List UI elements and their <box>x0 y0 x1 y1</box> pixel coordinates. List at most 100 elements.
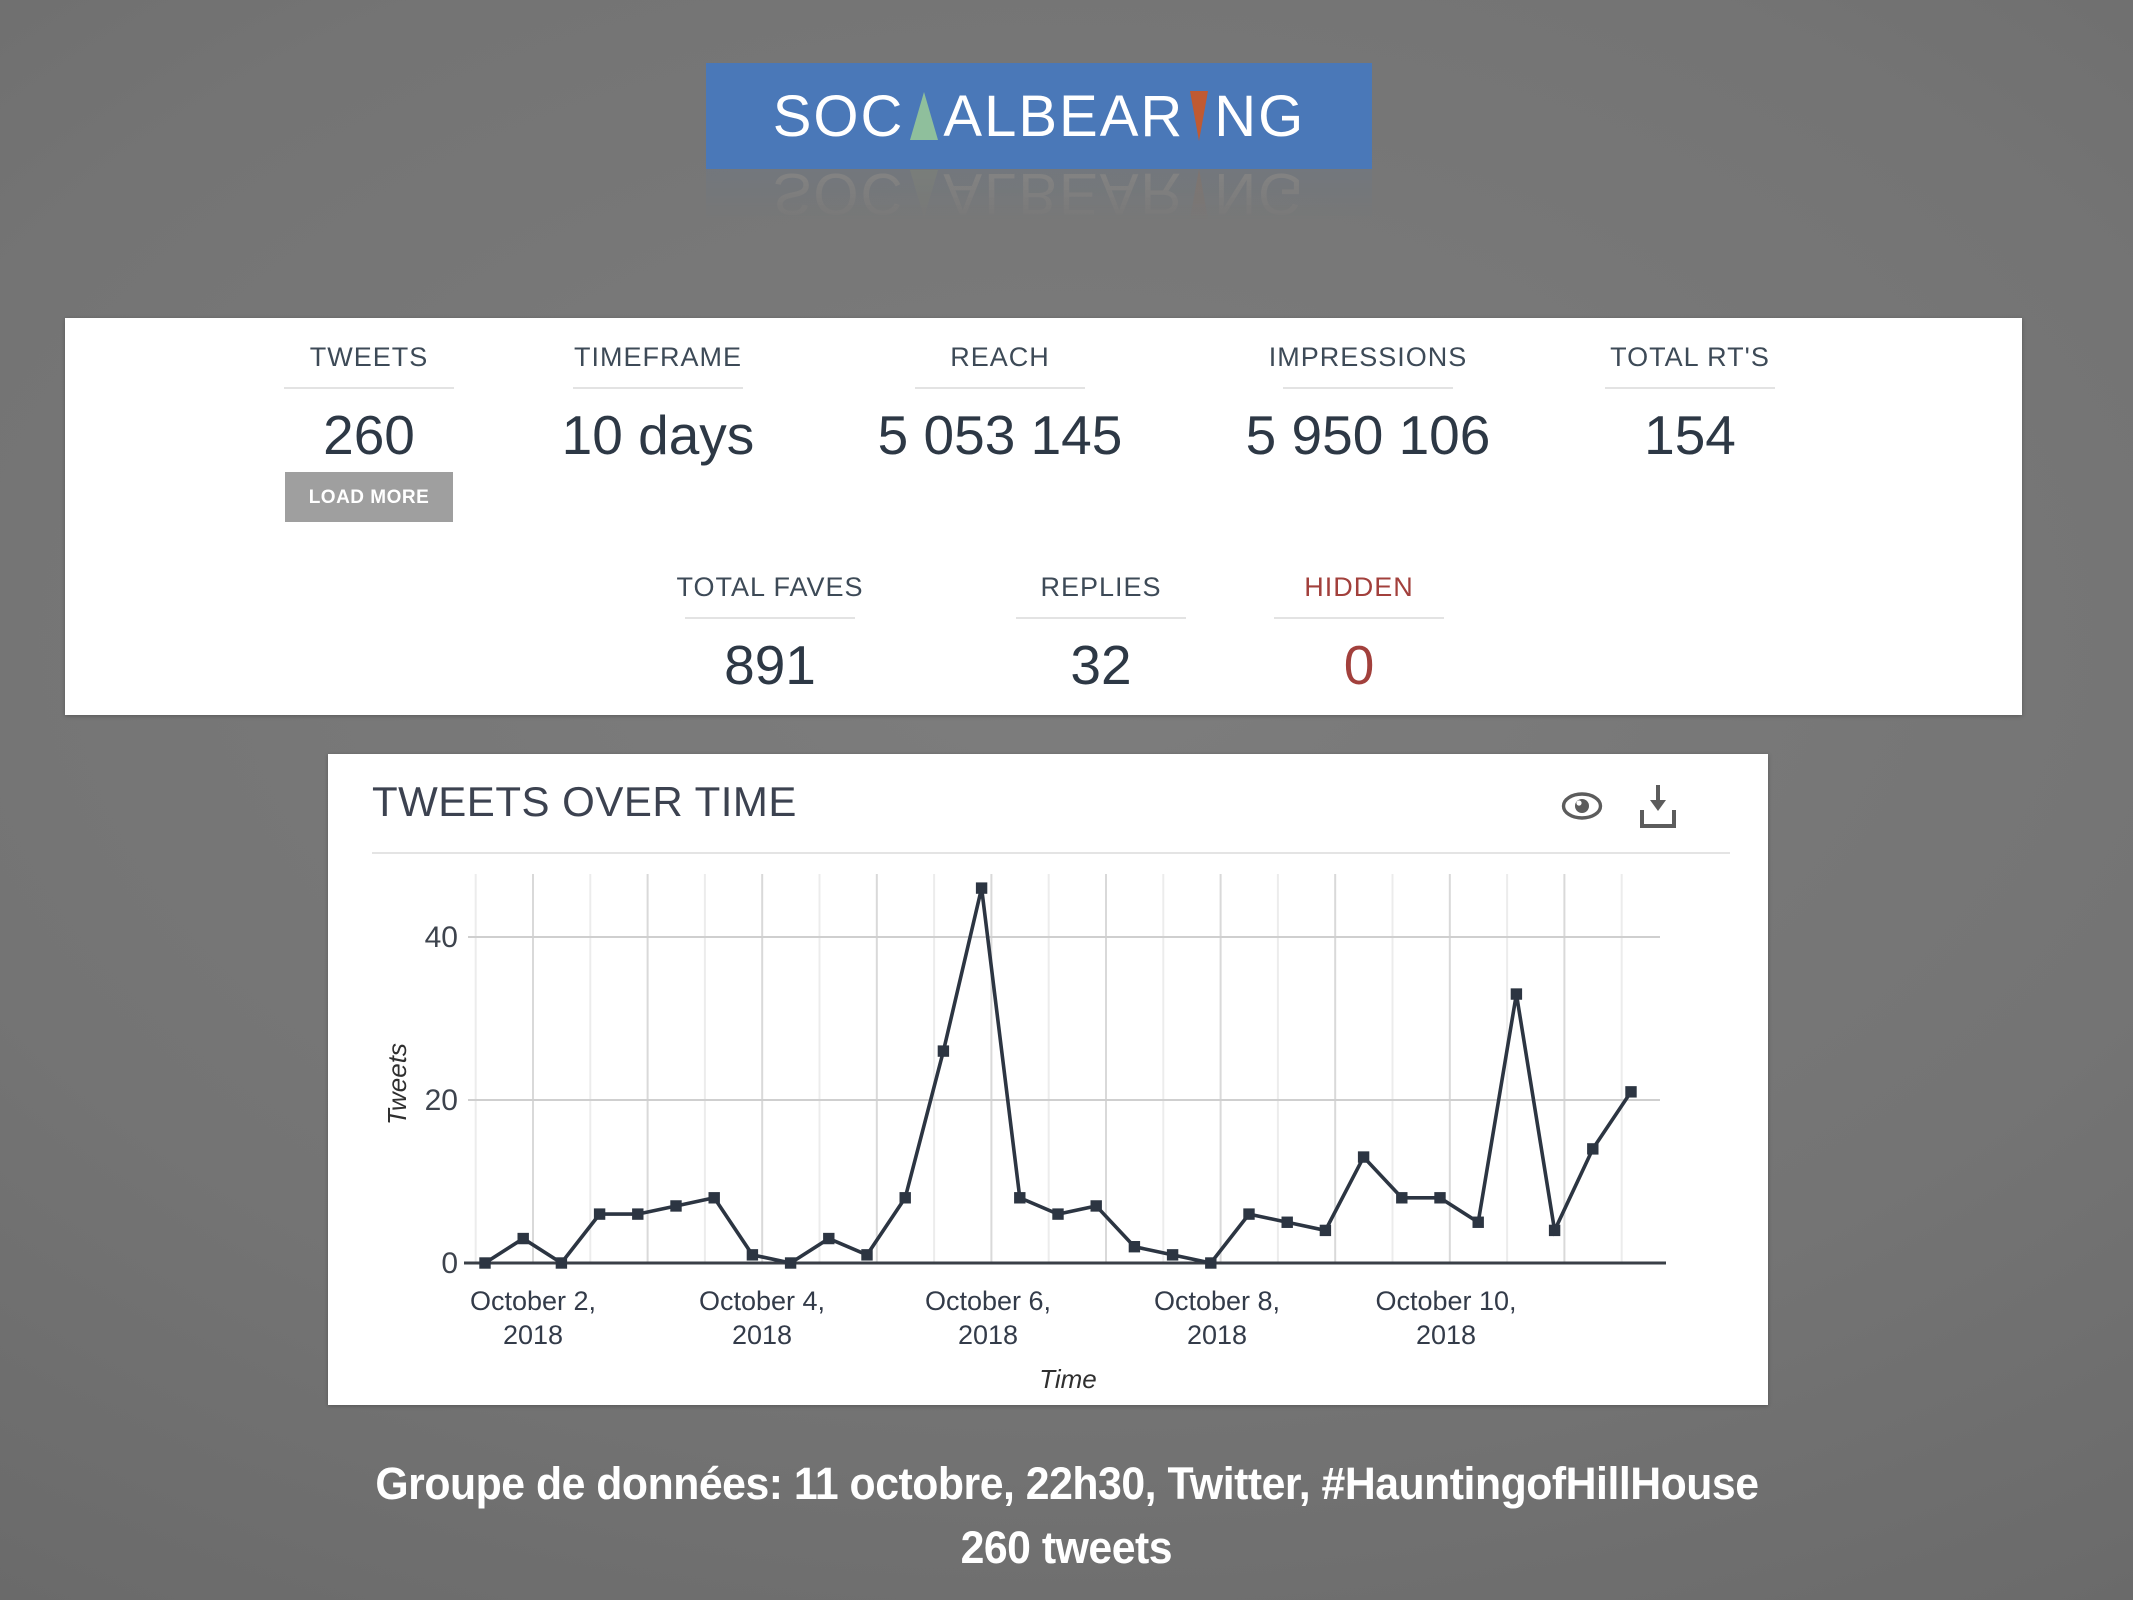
stat-total-rts: TOTAL RT'S 154 <box>1520 342 1860 467</box>
data-point-marker <box>899 1192 911 1204</box>
tweets-over-time-chart: 0 20 40 October 2, 2018 October 4, 2018 October… <box>382 874 1666 1394</box>
data-point-marker <box>1166 1249 1179 1261</box>
data-point-marker <box>1319 1224 1332 1237</box>
stat-value-hidden: 0 <box>1343 634 1375 696</box>
data-point-marker <box>555 1257 568 1269</box>
x-tick-label-line2: 2018 <box>732 1320 792 1350</box>
data-point-marker <box>708 1192 720 1204</box>
stat-impressions: IMPRESSIONS 5 950 106 <box>1198 342 1538 467</box>
data-point-marker <box>632 1208 644 1220</box>
data-point-marker <box>1510 988 1523 1000</box>
data-point-marker <box>1396 1192 1408 1204</box>
data-point-marker <box>975 882 988 894</box>
stat-timeframe: TIMEFRAME 10 days <box>488 342 828 467</box>
logo-green-triangle-reflection-icon <box>910 170 939 218</box>
x-tick-label-line2: 2018 <box>503 1320 563 1350</box>
stat-label-hidden: HIDDEN <box>1304 572 1414 602</box>
data-point-marker <box>1625 1086 1637 1098</box>
data-point-marker <box>1548 1224 1561 1237</box>
stat-value-timeframe: 10 days <box>561 404 755 466</box>
data-point-marker <box>784 1257 797 1269</box>
x-tick-label-line2: 2018 <box>1187 1320 1247 1350</box>
stats-panel: TWEETS 260 LOAD MORE TIMEFRAME 10 days R… <box>65 318 2022 715</box>
y-axis-title: Tweets <box>382 1043 412 1125</box>
stat-label-impressions: IMPRESSIONS <box>1268 342 1468 372</box>
download-icon[interactable] <box>1638 782 1678 830</box>
data-point-marker <box>746 1249 759 1261</box>
data-point-marker <box>517 1232 529 1245</box>
data-point-marker <box>1587 1143 1599 1155</box>
logo-text-soc: SOC <box>772 83 905 149</box>
stat-tweets: TWEETS 260 <box>199 342 539 467</box>
data-point-marker <box>1014 1192 1026 1204</box>
logo-orange-triangle-icon <box>1190 91 1209 141</box>
socialbearing-logo: SOC ALBEAR NG <box>706 63 1372 169</box>
x-tick-label-line1: October 6, <box>925 1286 1051 1316</box>
logo-reflection: SOC ALBEAR NG <box>706 169 1372 247</box>
data-point-marker <box>1357 1151 1370 1163</box>
y-tick-label: 20 <box>425 1084 458 1117</box>
stat-label-total-rts: TOTAL RT'S <box>1610 342 1770 372</box>
stat-divider <box>284 387 454 389</box>
stat-label-replies: REPLIES <box>1040 572 1162 602</box>
eye-icon[interactable] <box>1560 790 1604 822</box>
caption-line2: 260 tweets <box>960 1522 1173 1573</box>
x-tick-label-line1: October 8, <box>1154 1286 1280 1316</box>
tweets-series-line <box>484 887 1633 1266</box>
stat-value-tweets: 260 <box>323 404 415 466</box>
stat-divider <box>915 387 1085 389</box>
chart-title-divider <box>372 852 1730 854</box>
logo-orange-triangle-reflection-icon <box>1190 169 1209 219</box>
data-point-marker <box>937 1045 950 1057</box>
stat-value-reach: 5 053 145 <box>877 404 1123 466</box>
x-tick-label-line2: 2018 <box>1416 1320 1476 1350</box>
stat-label-reach: REACH <box>950 342 1050 372</box>
data-point-marker <box>479 1257 491 1269</box>
x-axis-title: Time <box>1039 1364 1097 1394</box>
stat-value-impressions: 5 950 106 <box>1245 404 1491 466</box>
y-tick-label: 40 <box>425 921 458 954</box>
logo-text-ng: NG <box>1214 83 1306 149</box>
chart-title: TWEETS OVER TIME <box>372 778 797 825</box>
x-tick-label-line1: October 2, <box>470 1286 596 1316</box>
x-tick-label-line1: October 10, <box>1375 1286 1516 1316</box>
stat-hidden: HIDDEN 0 <box>1189 572 1529 697</box>
data-point-marker <box>823 1232 835 1245</box>
data-point-marker <box>670 1200 682 1212</box>
y-tick-label: 0 <box>441 1247 458 1280</box>
stat-divider <box>1605 387 1775 389</box>
stat-label-timeframe: TIMEFRAME <box>574 342 742 372</box>
stat-divider <box>1016 617 1186 619</box>
data-point-marker <box>1281 1216 1293 1228</box>
x-tick-label-line1: October 4, <box>699 1286 825 1316</box>
stat-replies: REPLIES 32 <box>931 572 1271 697</box>
data-point-marker <box>861 1249 873 1261</box>
x-tick-label-line2: 2018 <box>958 1320 1018 1350</box>
logo-text-albear: ALBEAR <box>943 83 1185 149</box>
stat-value-total-rts: 154 <box>1644 404 1736 466</box>
data-point-marker <box>1052 1208 1064 1220</box>
data-point-marker <box>1128 1241 1141 1253</box>
logo-green-triangle-icon <box>910 92 939 140</box>
stat-value-replies: 32 <box>1070 634 1132 696</box>
stat-divider <box>573 387 743 389</box>
data-point-marker <box>1090 1200 1102 1212</box>
chart-panel: TWEETS OVER TIME 0 20 40 October 2, 2018 Octo… <box>328 754 1768 1405</box>
stat-label-tweets: TWEETS <box>309 342 429 372</box>
data-point-marker <box>1205 1257 1217 1269</box>
data-point-marker <box>1434 1192 1446 1204</box>
load-more-button[interactable]: LOAD MORE <box>285 472 453 522</box>
data-point-marker <box>1243 1208 1255 1220</box>
caption: Groupe de données: 11 octobre, 22h30, Tw… <box>0 1452 2133 1580</box>
stat-reach: REACH 5 053 145 <box>830 342 1170 467</box>
stat-value-total-faves: 891 <box>724 634 816 696</box>
stat-divider <box>1274 617 1444 619</box>
data-point-marker <box>593 1208 606 1220</box>
data-point-marker <box>1472 1216 1484 1228</box>
caption-line1: Groupe de données: 11 octobre, 22h30, Tw… <box>374 1458 1759 1509</box>
stat-total-faves: TOTAL FAVES 891 <box>600 572 940 697</box>
stat-label-total-faves: TOTAL FAVES <box>676 572 864 602</box>
stat-divider <box>685 617 855 619</box>
stat-divider <box>1283 387 1453 389</box>
